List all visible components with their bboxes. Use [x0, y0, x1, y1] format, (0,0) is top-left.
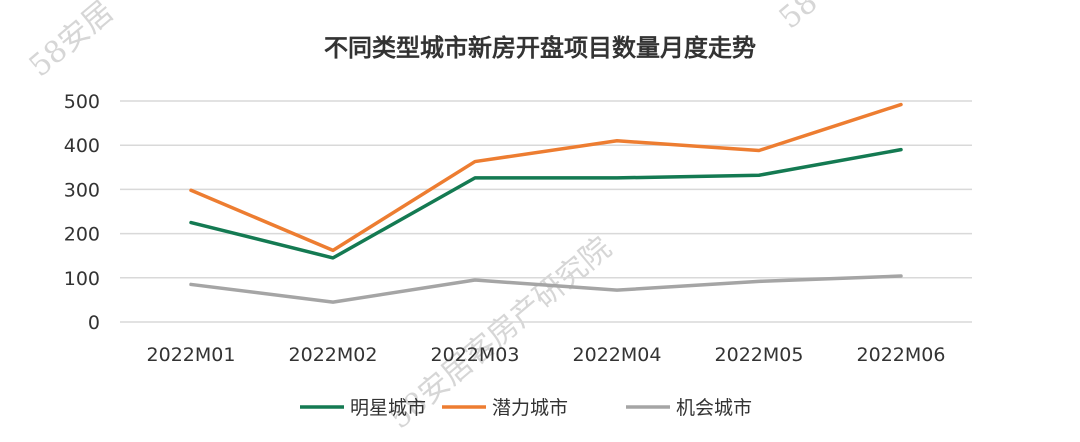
watermark-text-corner-right: 58	[773, 0, 825, 36]
x-tick-label: 2022M05	[715, 344, 804, 366]
x-tick-label: 2022M04	[573, 344, 662, 366]
y-tick-label: 200	[64, 224, 100, 246]
chart-title: 不同类型城市新房开盘项目数量月度走势	[324, 34, 756, 62]
series-lines	[189, 102, 903, 304]
y-tick-label: 0	[88, 312, 100, 334]
x-axis-ticks: 2022M01 2022M02 2022M03 2022M04 2022M05 2022M…	[147, 344, 946, 366]
x-tick-label: 2022M06	[857, 344, 946, 366]
y-axis-ticks: 0 100 200 300 400 500	[64, 91, 100, 334]
series-line	[189, 274, 903, 304]
gridlines	[120, 100, 972, 323]
x-tick-label: 2022M02	[289, 344, 378, 366]
series-line	[189, 147, 903, 260]
x-tick-label: 2022M01	[147, 344, 236, 366]
y-tick-label: 100	[64, 268, 100, 290]
watermark-text-corner-left: 58安居	[23, 0, 121, 84]
x-tick-label: 2022M03	[431, 344, 520, 366]
legend-label: 明星城市	[350, 397, 426, 419]
legend-label: 潜力城市	[492, 397, 568, 419]
legend-label: 机会城市	[676, 397, 752, 419]
legend: 明星城市 潜力城市 机会城市	[300, 397, 752, 419]
y-tick-label: 300	[64, 179, 100, 201]
series-line	[189, 102, 903, 253]
y-tick-label: 500	[64, 91, 100, 113]
y-tick-label: 400	[64, 135, 100, 157]
watermark-layer: 58安居客房产研究院 58安居 58	[23, 0, 825, 436]
